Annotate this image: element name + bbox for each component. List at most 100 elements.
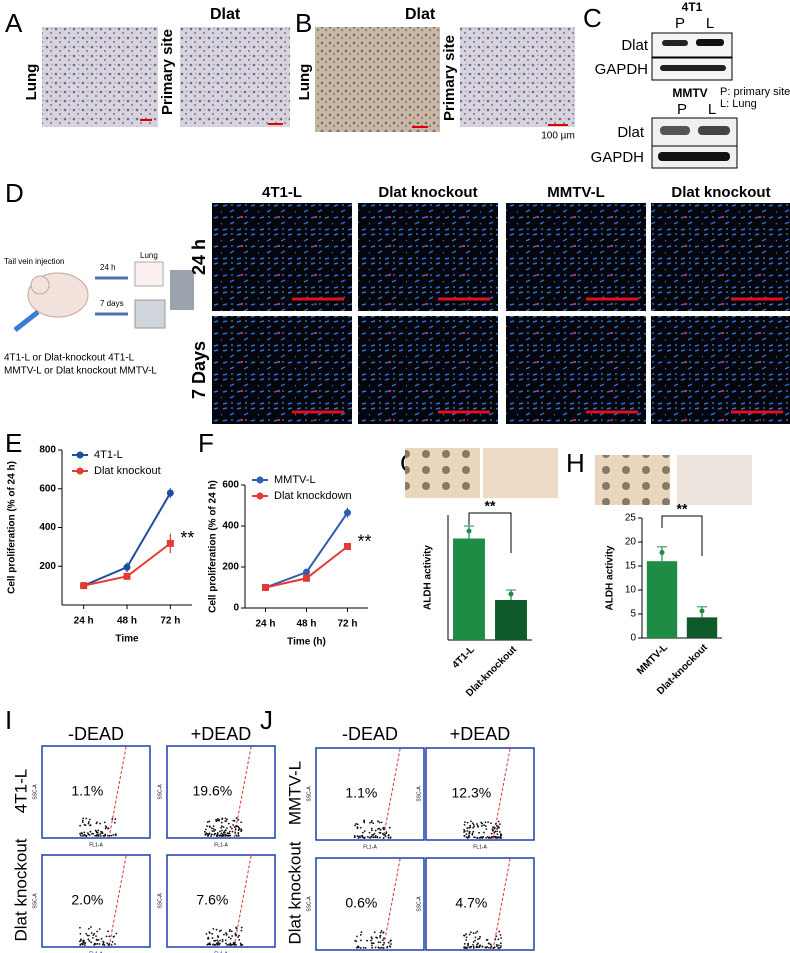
event-dot	[471, 833, 474, 836]
event-dot	[92, 934, 95, 937]
event-dot	[111, 941, 114, 943]
point	[166, 489, 174, 497]
event-dot	[87, 822, 90, 825]
event-dot	[206, 821, 209, 823]
event-dot	[234, 932, 237, 935]
cell-line: 4T1	[682, 0, 703, 14]
schematic-label: MMTV-L or Dlat knockout MMTV-L	[4, 366, 157, 377]
row-label: Dlat knockout	[285, 841, 304, 944]
fluorescence-image	[212, 203, 352, 311]
event-dot	[390, 939, 392, 942]
event-dot	[477, 938, 479, 941]
event-dot	[82, 939, 85, 942]
event-dot	[498, 944, 500, 947]
event-dot	[485, 837, 487, 839]
event-dot	[487, 821, 490, 824]
event-dot	[468, 933, 471, 936]
micrograph	[460, 27, 575, 127]
x-tick-label: 72 h	[160, 616, 180, 627]
event-dot	[484, 825, 487, 827]
axis-label: SSC-A	[157, 893, 163, 909]
event-dot	[232, 819, 235, 822]
event-dot	[224, 939, 227, 942]
flow-plot	[166, 854, 276, 948]
column-title: +DEAD	[450, 724, 511, 744]
event-dot	[476, 824, 479, 827]
event-dot	[237, 936, 240, 938]
significance-bracket	[468, 512, 512, 553]
event-dot	[489, 946, 492, 949]
event-dot	[231, 827, 233, 830]
event-dot	[220, 827, 223, 829]
event-dot	[359, 947, 362, 949]
event-dot	[474, 936, 477, 939]
event-dot	[222, 826, 225, 829]
axis-label: FL1-A	[473, 844, 487, 850]
row-label: 24 h	[189, 239, 209, 275]
event-dot	[485, 828, 488, 830]
event-dot	[379, 935, 382, 937]
event-dot	[213, 834, 216, 836]
x-tick-label: 48 h	[117, 616, 137, 627]
event-dot	[388, 945, 391, 947]
event-dot	[79, 939, 82, 942]
event-dot	[229, 937, 232, 940]
event-dot	[210, 833, 213, 836]
event-dot	[379, 836, 381, 839]
point	[123, 563, 131, 571]
event-dot	[208, 820, 211, 823]
event-dot	[466, 827, 469, 829]
event-dot	[472, 947, 475, 949]
event-dot	[500, 945, 502, 947]
event-dot	[234, 832, 237, 834]
event-dot	[356, 835, 359, 838]
percentage: 1.1%	[345, 785, 377, 801]
event-dot	[377, 828, 379, 830]
event-dot	[216, 943, 219, 946]
event-dot	[83, 944, 86, 946]
event-dot	[354, 824, 356, 827]
event-dot	[212, 943, 214, 946]
event-dot	[231, 943, 234, 946]
event-dot	[235, 944, 237, 946]
event-dot	[387, 836, 390, 839]
event-dot	[103, 821, 106, 824]
event-dot	[370, 939, 372, 942]
event-dot	[224, 817, 227, 820]
event-dot	[493, 831, 496, 834]
event-dot	[462, 934, 465, 937]
event-dot	[497, 938, 500, 941]
x-tick-label: 4T1-L	[450, 644, 477, 671]
axis-label: FL1-A	[214, 842, 228, 848]
event-dot	[481, 837, 483, 839]
scale-bar-label: 100 µm	[747, 417, 767, 423]
event-dot	[357, 945, 359, 948]
schematic	[13, 261, 194, 332]
event-dot	[95, 938, 98, 941]
column-title: 4T1-L	[262, 184, 302, 201]
event-dot	[110, 834, 113, 837]
imager	[134, 299, 166, 329]
event-dot	[220, 929, 222, 932]
event-dot	[100, 937, 103, 940]
sphere-image	[405, 448, 480, 498]
mouse-head	[30, 275, 50, 295]
event-dot	[496, 833, 499, 836]
annotation: **	[180, 528, 194, 548]
event-dot	[388, 826, 391, 829]
event-dot	[355, 823, 357, 825]
percentage: 0.6%	[345, 895, 377, 911]
event-dot	[219, 830, 221, 833]
event-dot	[496, 827, 498, 830]
event-dot	[372, 822, 375, 825]
event-dot	[382, 931, 385, 934]
event-dot	[79, 926, 81, 929]
event-dot	[93, 932, 96, 935]
event-dot	[363, 830, 366, 832]
event-dot	[493, 827, 496, 830]
point	[344, 509, 351, 517]
event-dot	[385, 832, 388, 835]
event-dot	[101, 831, 103, 833]
